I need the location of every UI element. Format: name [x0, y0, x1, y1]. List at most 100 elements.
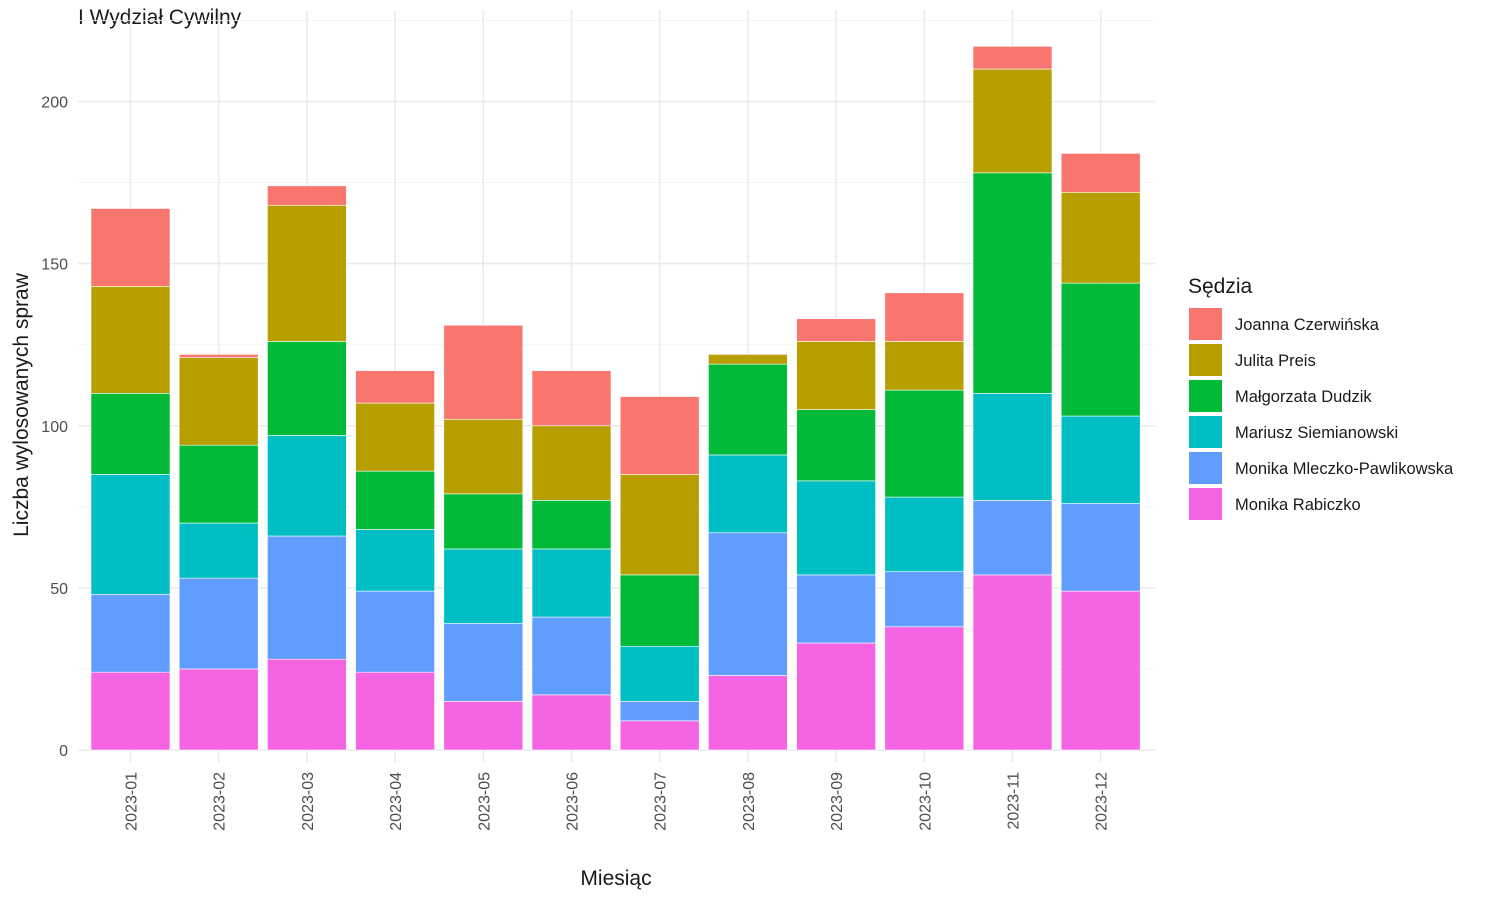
bar-segment [972, 574, 1053, 751]
legend-label: Joanna Czerwińska [1235, 316, 1380, 334]
bar-segment [355, 402, 435, 472]
bar-segment [796, 642, 876, 751]
bar-segment [796, 341, 876, 410]
bar-segment [531, 616, 612, 696]
bar-segment [267, 204, 347, 342]
x-tick-label: 2023-06 [565, 772, 582, 831]
bar-segment [972, 46, 1053, 70]
bar-segment [796, 480, 876, 576]
x-tick-label: 2023-05 [476, 772, 493, 831]
legend-label: Mariusz Siemianowski [1235, 424, 1398, 442]
x-tick-label: 2023-10 [917, 772, 934, 831]
bar-segment [708, 675, 788, 751]
bar-segment [443, 324, 524, 420]
bar-segment [1060, 590, 1141, 751]
bar-segment [884, 626, 965, 751]
bar-segment [708, 532, 788, 676]
bar-segment [178, 668, 259, 751]
bar-segment [443, 493, 524, 550]
bar-segment [178, 354, 259, 358]
bar-segment [619, 701, 700, 722]
bar-segment [178, 577, 259, 670]
bar-segment [267, 185, 347, 206]
x-axis-ticks: 2023-01 2023-02 2023-03 2023-04 2023-05 2023-… [124, 772, 1111, 831]
x-tick-label: 2023-02 [212, 772, 229, 831]
bar-segment [90, 671, 171, 751]
bar-segment [708, 354, 788, 365]
bar-segment [355, 590, 435, 673]
legend-label: Monika Mleczko-Pawlikowska [1235, 460, 1454, 478]
bar-segment [1060, 191, 1141, 284]
bar-segment [796, 574, 876, 644]
bar-segment [1060, 415, 1141, 504]
bar-segment [619, 474, 700, 576]
bar-segment [708, 363, 788, 456]
legend-key [1189, 416, 1222, 448]
bar-segment [1060, 153, 1141, 193]
x-tick-label: 2023-09 [829, 772, 846, 831]
bar-segment [267, 435, 347, 537]
legend-key [1189, 488, 1222, 520]
bar-segment [531, 548, 612, 618]
bar-segment [178, 522, 259, 579]
legend-key [1189, 380, 1222, 412]
legend-label: Małgorzata Dudzik [1235, 388, 1372, 406]
bar-segment [619, 645, 700, 702]
bar-segment [178, 444, 259, 524]
bar-segment [884, 292, 965, 342]
bar-segment [267, 341, 347, 436]
bar-segment [619, 396, 700, 475]
bar-segment [972, 172, 1053, 394]
chart-title: I Wydział Cywilny [78, 6, 242, 29]
legend-key [1189, 308, 1222, 340]
y-tick-label: 200 [41, 95, 68, 112]
x-tick-label: 2023-04 [388, 772, 405, 831]
bar-segment [796, 409, 876, 482]
bars [90, 46, 1141, 751]
bar-segment [355, 529, 435, 592]
y-tick-label: 0 [59, 743, 68, 760]
bar-segment [531, 500, 612, 550]
bar-segment [972, 68, 1053, 174]
bar-segment [972, 393, 1053, 501]
legend-label: Monika Rabiczko [1235, 496, 1361, 514]
bar-segment [267, 535, 347, 660]
bar-segment [884, 496, 965, 572]
y-axis-ticks: 0 50 100 150 200 [41, 95, 68, 761]
x-tick-label: 2023-11 [1006, 772, 1023, 830]
x-tick-label: 2023-03 [300, 772, 317, 831]
bar-segment [90, 594, 171, 673]
x-tick-label: 2023-12 [1094, 772, 1111, 831]
x-tick-label: 2023-07 [653, 772, 670, 831]
bar-segment [1060, 282, 1141, 417]
bar-segment [531, 694, 612, 751]
bar-segment [267, 658, 347, 751]
bar-segment [1060, 503, 1141, 592]
legend-key [1189, 344, 1222, 376]
bar-segment [972, 500, 1053, 576]
y-tick-label: 50 [50, 581, 68, 598]
bar-segment [708, 454, 788, 534]
bar-segment [355, 470, 435, 530]
bar-segment [884, 389, 965, 498]
bar-segment [443, 418, 524, 495]
bar-segment [443, 701, 524, 751]
bar-segment [90, 474, 171, 595]
legend-title: Sędzia [1188, 275, 1253, 298]
bar-segment [884, 341, 965, 391]
bar-segment [355, 370, 435, 404]
bar-segment [443, 548, 524, 624]
y-tick-label: 100 [41, 419, 68, 436]
bar-segment [531, 425, 612, 501]
bar-segment [90, 286, 171, 394]
bar-segment [619, 574, 700, 647]
bar-segment [884, 571, 965, 628]
legend-label: Julita Preis [1235, 352, 1316, 370]
x-tick-label: 2023-01 [124, 772, 141, 831]
legend-key [1189, 452, 1222, 484]
y-axis-title: Liczba wylosowanych spraw [10, 272, 33, 537]
bar-segment [90, 393, 171, 475]
bar-segment [90, 208, 171, 287]
y-tick-label: 150 [41, 257, 68, 274]
